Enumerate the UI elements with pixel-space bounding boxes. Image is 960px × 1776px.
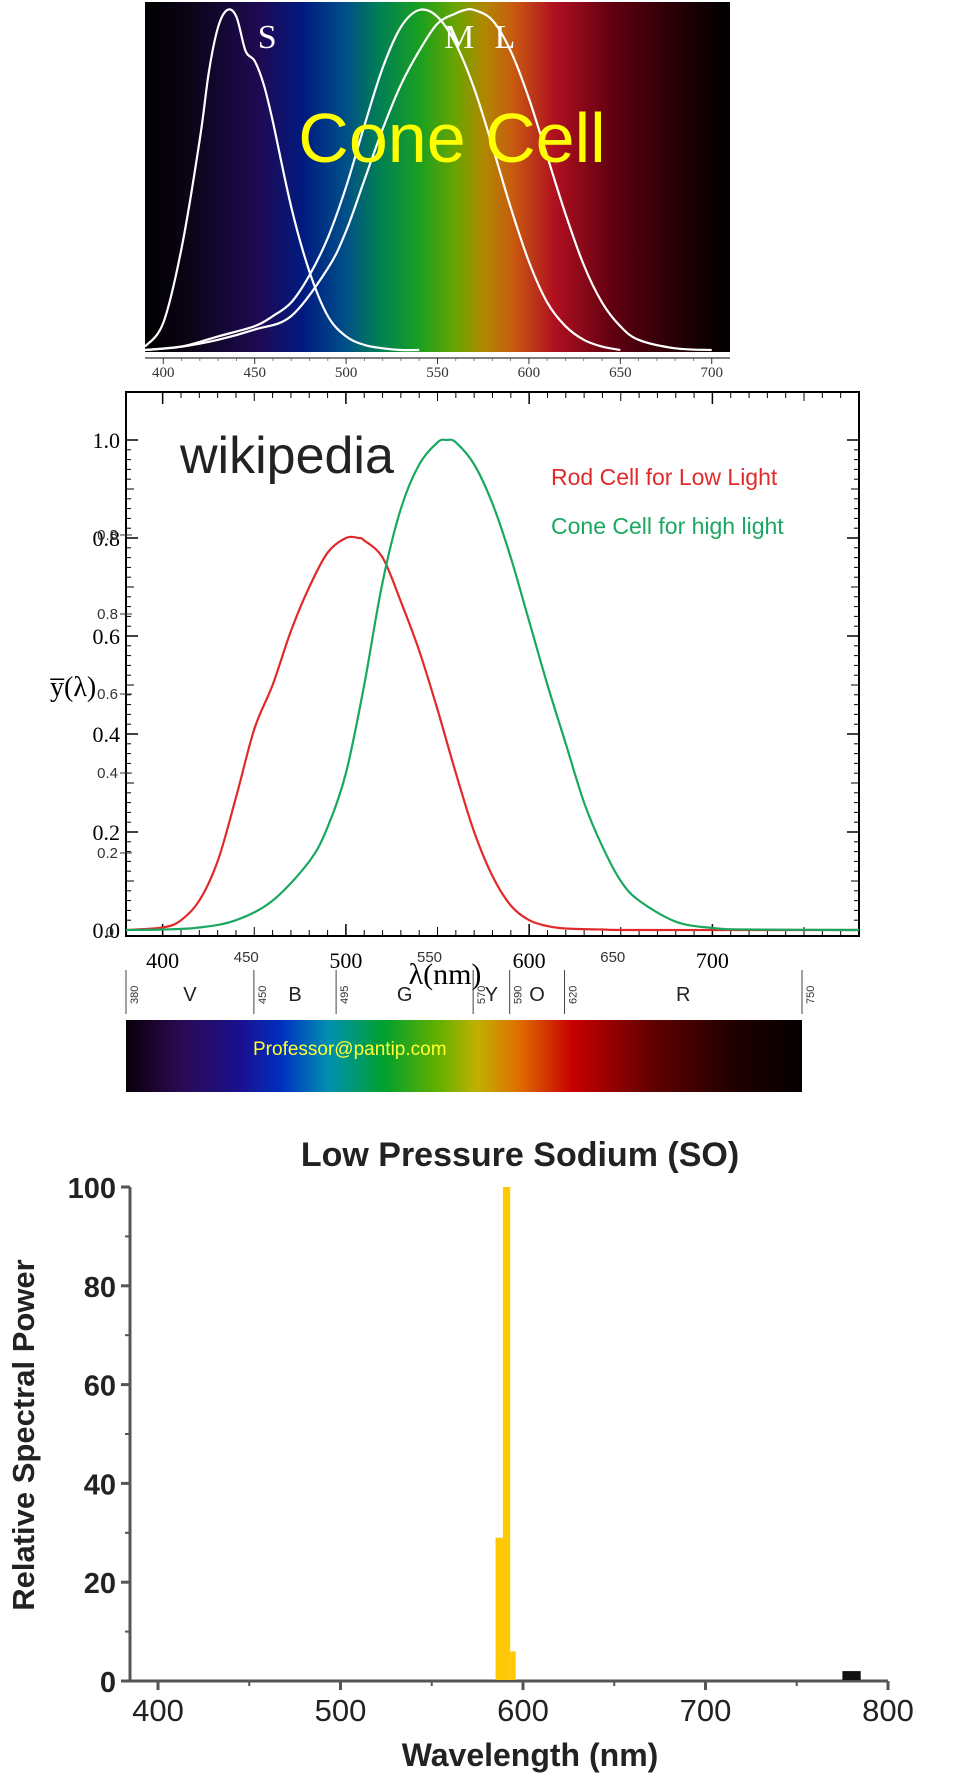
sodium-y-tick-label: 80 xyxy=(84,1272,116,1304)
band-label-y: Y xyxy=(485,984,498,1006)
y-tick-label: 0.6 xyxy=(93,624,121,649)
sodium-bar xyxy=(842,1671,861,1680)
luminosity-curves xyxy=(125,438,860,932)
cone-label-m: M xyxy=(444,19,474,56)
x-tick-label: 600 xyxy=(513,948,546,973)
y-axis-label: y̅(λ) xyxy=(49,672,96,703)
y-tick-label: 0.0 xyxy=(93,918,121,943)
band-boundary-label: 495 xyxy=(339,986,351,1004)
cone-x-tick-label: 650 xyxy=(609,365,632,381)
cone-curves xyxy=(144,7,712,352)
watermark-wikipedia: wikipedia xyxy=(179,427,394,485)
cone-x-tick-label: 500 xyxy=(335,365,358,381)
color-bands: V B G Y O R 380 450 495 570 590 620 750 xyxy=(125,970,817,1014)
sodium-y-tick-label: 40 xyxy=(84,1469,116,1501)
y-tick-label-small: 0 xyxy=(106,924,114,941)
sodium-bars xyxy=(495,1187,861,1680)
sodium-title: Low Pressure Sodium (SO) xyxy=(301,1136,739,1174)
cone-x-tick-label: 400 xyxy=(152,365,175,381)
luminosity-legend: Rod Cell for Low Light Cone Cell for high… xyxy=(551,464,784,539)
y-tick-label-small: 0.8 xyxy=(97,527,118,544)
sodium-x-tick-label: 600 xyxy=(497,1693,549,1728)
cone-x-tick-label: 700 xyxy=(700,365,723,381)
x-tick-label: 700 xyxy=(696,948,729,973)
cone-x-tick-label: 600 xyxy=(518,365,541,381)
sodium-x-tick-label: 800 xyxy=(862,1693,914,1728)
spectrum-background xyxy=(145,2,730,352)
cone-x-ticks: 400 450 500 550 600 650 700 xyxy=(152,358,723,381)
sodium-x-label: Wavelength (nm) xyxy=(402,1737,659,1773)
spectrum-credit: Professor@pantip.com xyxy=(253,1039,447,1060)
legend-rod-cell: Rod Cell for Low Light xyxy=(551,464,778,490)
sodium-x-tick-label: 500 xyxy=(315,1693,367,1728)
legend-cone-cell: Cone Cell for high light xyxy=(551,513,784,539)
sodium-bar xyxy=(510,1651,516,1680)
band-boundary-label: 570 xyxy=(476,986,488,1004)
y-tick-label: 0.2 xyxy=(93,820,121,845)
cone-cell-title: Cone Cell xyxy=(298,99,605,177)
sodium-y-tick-label: 20 xyxy=(84,1568,116,1600)
cone-cell-curve xyxy=(125,438,860,932)
y-tick-label-small: 0.2 xyxy=(97,845,118,862)
sodium-y-label: Relative Spectral Power xyxy=(6,1259,41,1611)
sodium-y-tick-label: 0 xyxy=(100,1667,116,1699)
y-tick-label: 0.8 xyxy=(93,526,121,551)
rod-cell-curve xyxy=(125,535,860,932)
sodium-ticks: 0 20 40 60 80 100 400 500 600 700 800 xyxy=(68,1173,914,1728)
sodium-x-tick-label: 700 xyxy=(680,1693,732,1728)
cone-x-tick-label: 450 xyxy=(243,365,266,381)
cone-curve-l xyxy=(144,7,712,352)
y-tick-label: 0.4 xyxy=(93,722,121,747)
cone-x-tick-label: 550 xyxy=(426,365,449,381)
x-tick-label-small: 550 xyxy=(417,949,442,966)
band-label-g: G xyxy=(397,984,413,1006)
cone-label-l: L xyxy=(495,19,516,56)
band-boundary-label: 590 xyxy=(513,986,525,1004)
band-boundary-label: 450 xyxy=(257,986,269,1004)
y-tick-label-small: 0.4 xyxy=(97,765,118,782)
sodium-y-tick-label: 100 xyxy=(68,1173,116,1205)
band-label-b: B xyxy=(288,984,301,1006)
x-tick-label-small: 450 xyxy=(234,949,259,966)
x-tick-label: 500 xyxy=(329,948,362,973)
x-tick-label: 400 xyxy=(146,948,179,973)
x-axis-label: λ(nm) xyxy=(409,958,482,991)
y-tick-label-small: 0.6 xyxy=(97,686,118,703)
sodium-bar xyxy=(502,1187,511,1680)
band-boundary-label: 750 xyxy=(805,986,817,1004)
band-boundary-label: 380 xyxy=(129,986,141,1004)
cone-curve-s xyxy=(144,8,420,352)
sodium-panel: Low Pressure Sodium (SO) 0 20 40 60 80 100 400… xyxy=(6,1136,914,1773)
band-label-o: O xyxy=(529,984,545,1006)
band-label-r: R xyxy=(676,984,690,1006)
cone-curve-m xyxy=(144,8,621,352)
y-tick-label-small: 0.8 xyxy=(97,606,118,623)
sodium-bar xyxy=(495,1537,503,1680)
cone-label-s: S xyxy=(258,19,277,56)
x-tick-label-small: 650 xyxy=(600,949,625,966)
spectrum-bar xyxy=(126,1020,802,1092)
band-label-v: V xyxy=(183,984,197,1006)
sodium-y-tick-label: 60 xyxy=(84,1371,116,1403)
sodium-x-tick-label: 400 xyxy=(132,1693,184,1728)
band-boundary-label: 620 xyxy=(567,986,579,1004)
y-tick-label: 1.0 xyxy=(93,428,121,453)
